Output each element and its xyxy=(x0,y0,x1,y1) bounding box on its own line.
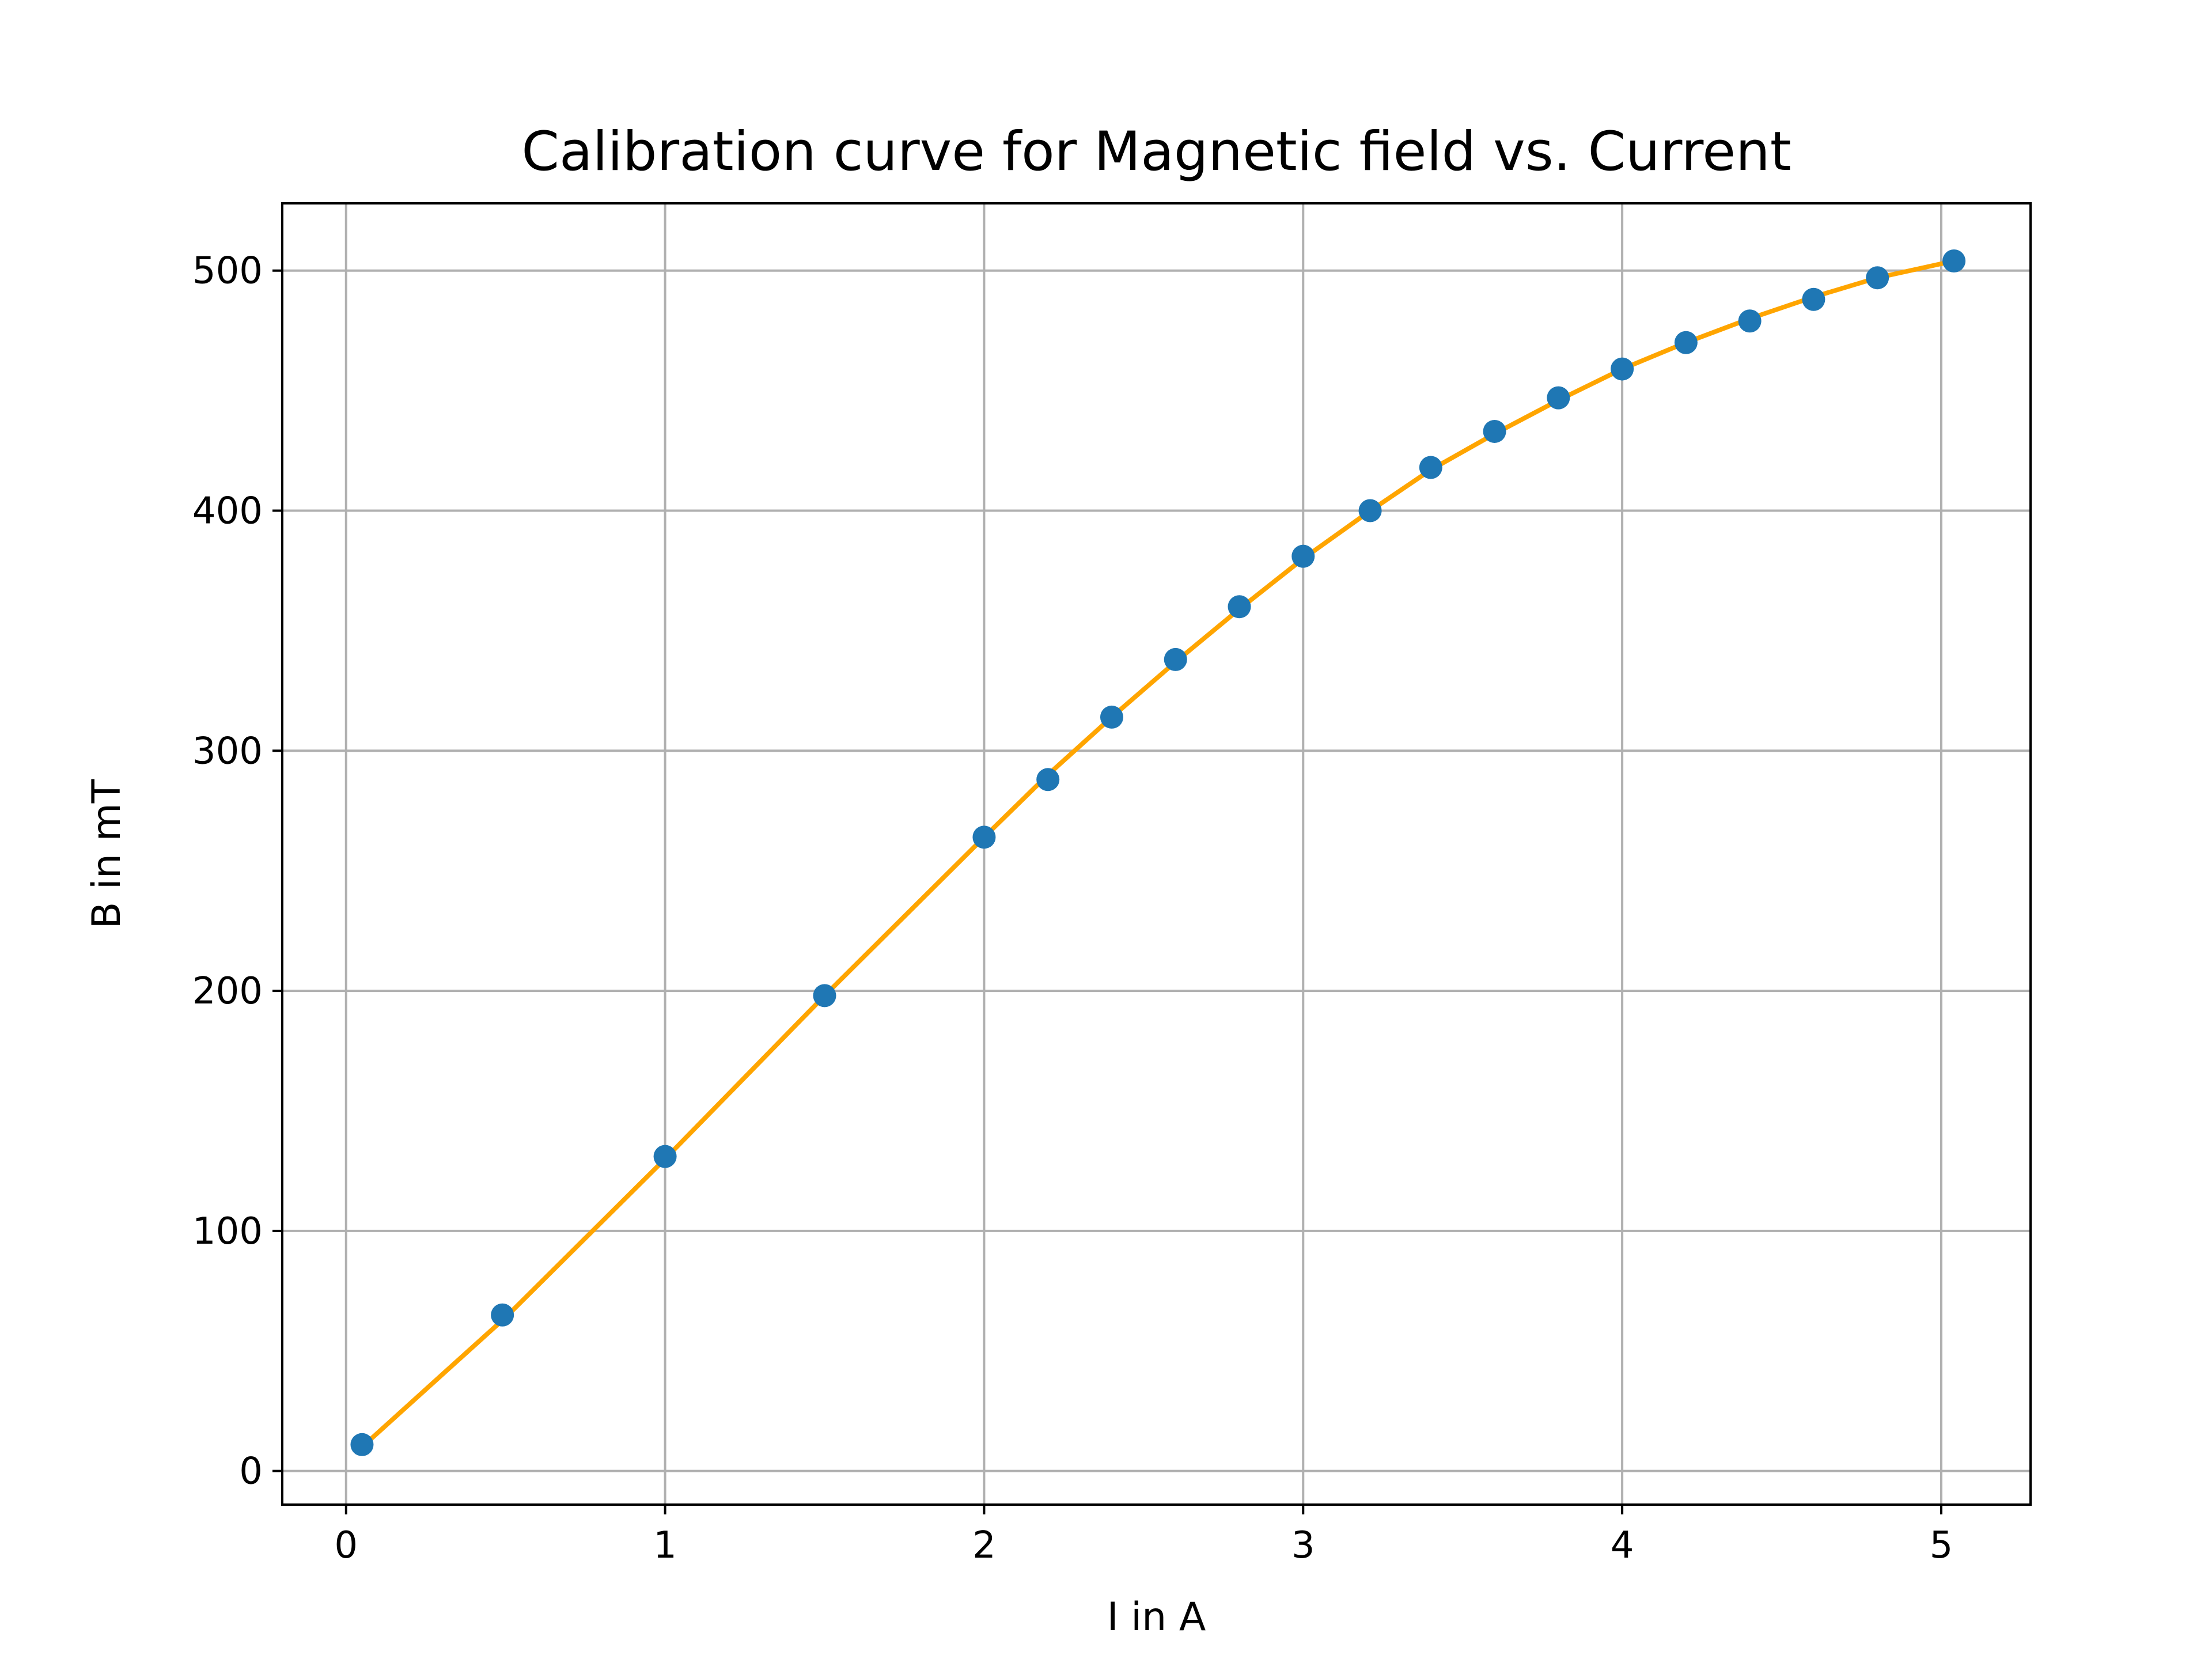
data-point xyxy=(350,1433,374,1456)
x-tick-label: 5 xyxy=(1930,1524,1953,1567)
y-tick-label: 400 xyxy=(192,490,263,532)
data-point xyxy=(653,1145,677,1168)
x-tick-label: 1 xyxy=(653,1524,677,1567)
data-point xyxy=(813,984,836,1007)
data-point xyxy=(1100,705,1123,729)
data-point xyxy=(1036,768,1060,791)
data-point xyxy=(1866,266,1889,290)
y-tick-label: 500 xyxy=(192,250,263,293)
data-point xyxy=(972,825,996,849)
data-point xyxy=(1291,544,1315,568)
data-point xyxy=(1228,595,1251,619)
y-tick-label: 300 xyxy=(192,730,263,772)
y-axis-label: B in mT xyxy=(84,779,130,929)
data-point xyxy=(1419,456,1442,479)
x-tick-label: 0 xyxy=(334,1524,358,1567)
chart-title: Calibration curve for Magnetic field vs.… xyxy=(521,120,1791,183)
data-point xyxy=(1802,287,1825,311)
data-point xyxy=(491,1303,514,1327)
data-points-layer xyxy=(350,249,1966,1456)
x-tick-label: 2 xyxy=(972,1524,996,1567)
y-tick-label: 0 xyxy=(239,1450,263,1493)
data-point xyxy=(1738,309,1762,333)
data-point xyxy=(1547,386,1570,410)
data-point xyxy=(1164,647,1187,671)
x-tick-label: 4 xyxy=(1611,1524,1634,1567)
plot-area-frame xyxy=(281,202,2032,1506)
data-point xyxy=(1483,419,1506,443)
x-tick-label: 3 xyxy=(1291,1524,1315,1567)
grid-lines xyxy=(282,203,2031,1505)
axis-ticks: 0 1 2 3 4 5 0 100 200 300 400 500 xyxy=(192,250,1953,1567)
data-point xyxy=(1358,499,1382,522)
x-axis-label: I in A xyxy=(1107,1594,1206,1640)
data-point xyxy=(1611,357,1634,381)
data-point xyxy=(1942,249,1966,273)
data-point xyxy=(1674,331,1698,354)
y-tick-label: 100 xyxy=(192,1210,263,1253)
y-tick-label: 200 xyxy=(192,970,263,1013)
